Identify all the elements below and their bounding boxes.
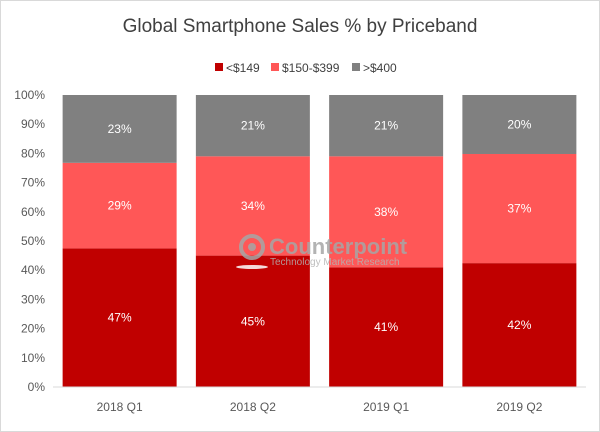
y-tick-label: 10% [21,351,45,365]
data-label: 20% [507,117,531,131]
bar-segment [329,267,444,387]
x-axis: 2018 Q1 2018 Q2 2019 Q1 2019 Q2 [53,386,586,414]
bar-segment [462,95,577,154]
y-tick-label: 0% [28,380,46,394]
legend-swatch [352,63,360,71]
bar-segment [329,156,444,268]
data-label: 37% [507,202,531,216]
bar-segment [329,95,444,157]
data-label: 47% [108,311,132,325]
data-label: 38% [374,205,398,219]
bar-segment [62,95,177,163]
bars: 47% 29% 23% 45% 34% 21% 41% 38% 21% 42% 37% 20% [62,95,577,387]
y-tick-label: 70% [21,176,45,190]
y-tick-label: 90% [21,117,45,131]
data-label: 23% [108,122,132,136]
x-tick-label: 2019 Q2 [496,400,542,414]
bar-segment [195,95,310,157]
watermark-brand: Counterpoint [269,234,408,259]
x-tick-label: 2018 Q1 [97,400,143,414]
y-tick-label: 60% [21,205,45,219]
legend-label: <$149 [226,61,260,75]
bar-segment [62,248,177,387]
legend-swatch [215,63,223,71]
counterpoint-watermark: Counterpoint Technology Market Research [236,234,408,269]
data-label: 45% [241,314,265,328]
bar-segment [462,263,577,387]
bar-segment [62,162,177,249]
data-label: 41% [374,320,398,334]
y-tick-label: 50% [21,234,45,248]
bar-segment [462,153,577,264]
y-axis: 0% 10% 20% 30% 40% 50% 60% 70% 80% 90% 100% [14,88,45,394]
data-label: 21% [374,119,398,133]
y-tick-label: 100% [14,88,45,102]
bar-segment [195,156,310,256]
y-tick-label: 80% [21,146,45,160]
watermark-tagline: Technology Market Research [270,257,400,268]
y-tick-label: 30% [21,292,45,306]
chart-title: Global Smartphone Sales % by Priceband [123,16,478,37]
legend: <$149 $150-$399 >$400 [215,61,397,75]
y-tick-label: 40% [21,263,45,277]
data-label: 29% [108,199,132,213]
y-tick-label: 20% [21,322,45,336]
data-label: 21% [241,119,265,133]
counterpoint-logo-icon [236,234,268,269]
legend-swatch [271,63,279,71]
bar-segment [195,255,310,387]
x-tick-label: 2018 Q2 [230,400,276,414]
data-label: 34% [241,199,265,213]
legend-label: $150-$399 [282,61,340,75]
x-tick-label: 2019 Q1 [363,400,409,414]
data-label: 42% [507,318,531,332]
legend-label: >$400 [363,61,397,75]
